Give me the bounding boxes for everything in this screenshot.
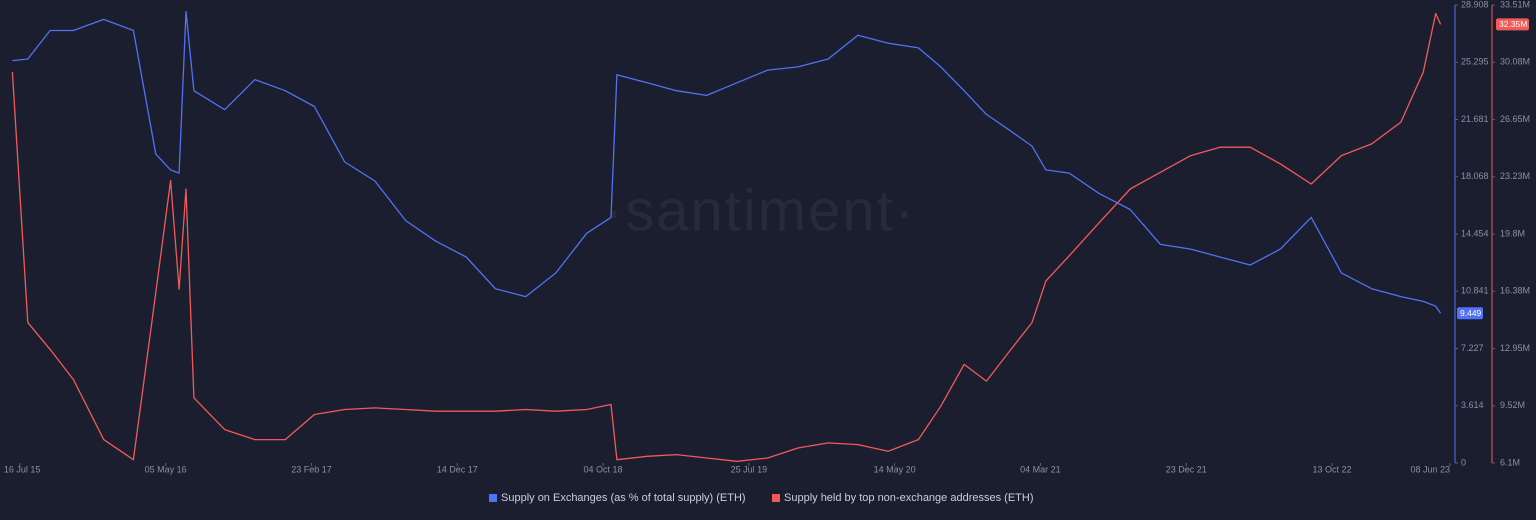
y2-tick-label: 19.8M [1500, 228, 1525, 238]
y-tick-label: 21.681 [1461, 114, 1489, 124]
series-line [11, 12, 1442, 462]
value-label: 32.35M [1499, 19, 1527, 29]
x-tick-label: 16 Jul 15 [4, 464, 41, 474]
legend-swatch [772, 494, 780, 502]
x-tick-label: 23 Feb 17 [291, 464, 332, 474]
y-tick-label: 28.908 [1461, 0, 1489, 9]
value-label: 9.449 [1460, 308, 1482, 318]
x-tick-label: 23 Dec 21 [1166, 464, 1207, 474]
y2-tick-label: 26.65M [1500, 114, 1530, 124]
y-tick-label: 7.227 [1461, 343, 1484, 353]
legend-label: Supply held by top non-exchange addresse… [784, 492, 1033, 504]
series-line [12, 10, 1442, 314]
y-tick-label: 25.295 [1461, 57, 1489, 67]
x-tick-label: 05 May 16 [145, 464, 187, 474]
x-tick-label: 04 Mar 21 [1020, 464, 1061, 474]
legend-label: Supply on Exchanges (as % of total suppl… [501, 492, 746, 504]
x-tick-label: 08 Jun 23 [1410, 464, 1450, 474]
x-tick-label: 25 Jul 19 [731, 464, 768, 474]
y-tick-label: 3.614 [1461, 400, 1484, 410]
x-tick-label: 04 Oct 18 [584, 464, 623, 474]
y2-tick-label: 33.51M [1500, 0, 1530, 9]
watermark: ·santiment· [604, 178, 916, 243]
y2-tick-label: 6.1M [1500, 457, 1520, 467]
y2-tick-label: 16.38M [1500, 286, 1530, 296]
x-tick-label: 14 May 20 [874, 464, 916, 474]
x-tick-label: 14 Dec 17 [437, 464, 478, 474]
y2-tick-label: 23.23M [1500, 171, 1530, 181]
legend-swatch [489, 494, 497, 502]
y-tick-label: 14.454 [1461, 228, 1489, 238]
x-tick-label: 13 Oct 22 [1313, 464, 1352, 474]
y2-tick-label: 9.52M [1500, 400, 1525, 410]
y2-tick-label: 30.08M [1500, 57, 1530, 67]
value-badge [1457, 307, 1483, 320]
value-badge [1496, 18, 1529, 31]
y-tick-label: 0 [1461, 457, 1466, 467]
y2-tick-label: 12.95M [1500, 343, 1530, 353]
y-tick-label: 10.841 [1461, 286, 1489, 296]
y-tick-label: 18.068 [1461, 171, 1489, 181]
